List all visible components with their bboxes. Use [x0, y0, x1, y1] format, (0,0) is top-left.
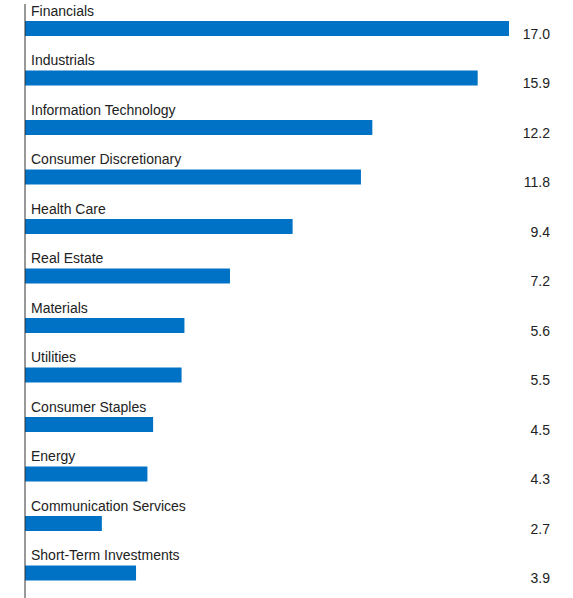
svg-text:3.9: 3.9 — [531, 570, 551, 586]
svg-text:Financials: Financials — [31, 3, 94, 19]
svg-text:Consumer Staples: Consumer Staples — [31, 399, 146, 415]
svg-text:Energy: Energy — [31, 448, 75, 464]
svg-text:Industrials: Industrials — [31, 52, 95, 68]
svg-text:Short-Term Investments: Short-Term Investments — [31, 547, 180, 563]
svg-text:5.5: 5.5 — [531, 372, 551, 388]
svg-text:4.5: 4.5 — [531, 422, 551, 438]
svg-text:Information Technology: Information Technology — [31, 102, 176, 118]
svg-text:Real Estate: Real Estate — [31, 250, 104, 266]
svg-text:Utilities: Utilities — [31, 349, 76, 365]
svg-text:Consumer Discretionary: Consumer Discretionary — [31, 151, 181, 167]
svg-text:11.8: 11.8 — [524, 174, 550, 190]
svg-text:Communication Services: Communication Services — [31, 498, 186, 514]
svg-text:7.2: 7.2 — [531, 273, 551, 289]
svg-text:9.4: 9.4 — [531, 224, 551, 240]
svg-text:12.2: 12.2 — [523, 125, 550, 141]
svg-text:15.9: 15.9 — [523, 75, 550, 91]
svg-text:5.6: 5.6 — [531, 323, 551, 339]
svg-text:17.0: 17.0 — [523, 26, 550, 42]
svg-text:2.7: 2.7 — [531, 521, 551, 537]
svg-text:Materials: Materials — [31, 300, 88, 316]
svg-text:Health Care: Health Care — [31, 201, 106, 217]
svg-text:4.3: 4.3 — [531, 471, 551, 487]
